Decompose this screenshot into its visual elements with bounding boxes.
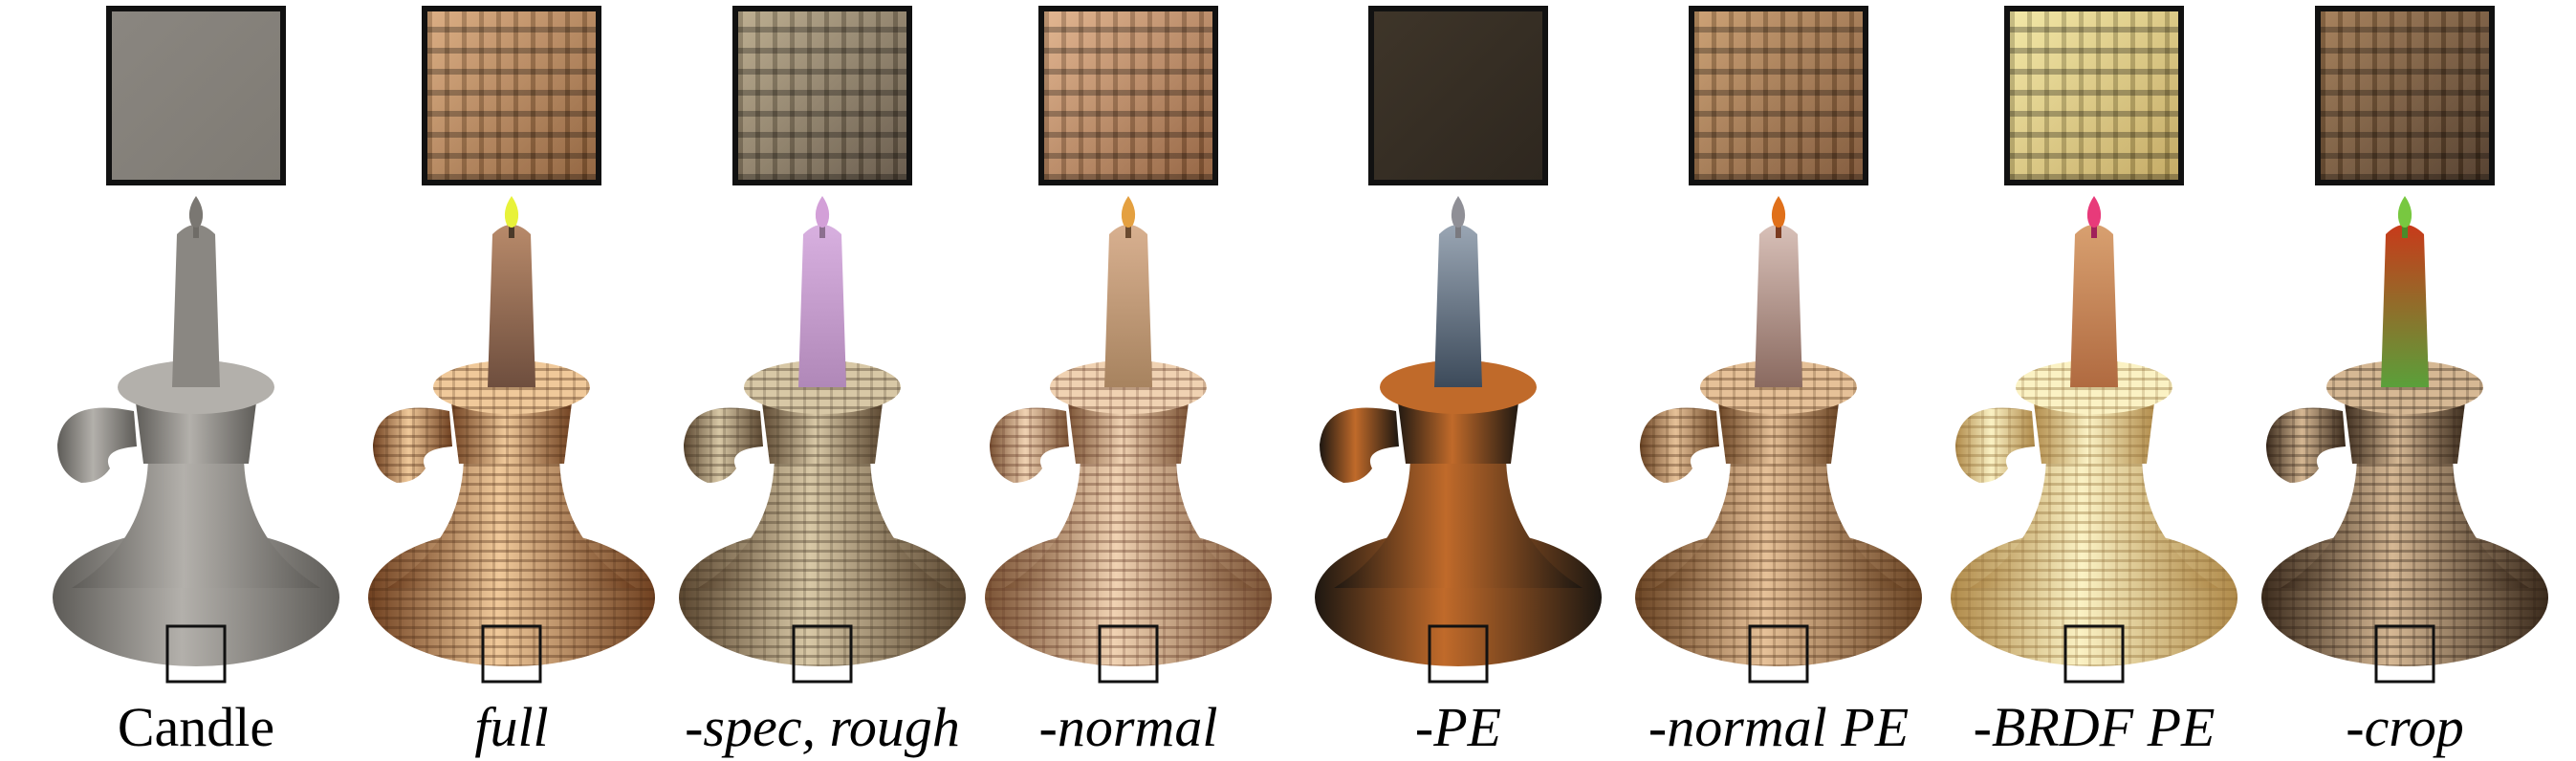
crop-region-box: [1748, 624, 1809, 684]
panel-caption: -crop: [2346, 696, 2464, 758]
crop-region-box: [1098, 624, 1159, 684]
candle-render-pe: [1315, 196, 1602, 684]
candle-render-candle: [53, 196, 339, 684]
panel-caption: -normal: [1038, 696, 1218, 758]
candle-render-full: [368, 196, 655, 684]
candle-render-brdf-pe: [1951, 196, 2238, 684]
panel-caption: -BRDF PE: [1973, 696, 2216, 758]
panel-caption: full: [474, 696, 549, 758]
panel-caption: -PE: [1414, 696, 1502, 758]
texture-crop-spec-rough: [732, 6, 912, 185]
candle-render-normal-pe: [1635, 196, 1922, 684]
texture-crop-full: [422, 6, 601, 185]
texture-crop-normal-pe: [1689, 6, 1868, 185]
texture-crop-brdf-pe: [2004, 6, 2184, 185]
crop-region-box: [2374, 624, 2435, 684]
panel-pe: -PE: [1298, 0, 1619, 761]
texture-crop-normal: [1038, 6, 1218, 185]
crop-region-box: [2063, 624, 2125, 684]
texture-crop-candle: [106, 6, 286, 185]
panel-spec-rough: -spec, rough: [662, 0, 983, 761]
crop-region-box: [1428, 624, 1489, 684]
panel-candle: Candle: [35, 0, 357, 761]
candle-render-normal: [985, 196, 1272, 684]
panel-normal-pe: -normal PE: [1618, 0, 1939, 761]
candle-render-crop: [2261, 196, 2548, 684]
texture-crop-pe: [1368, 6, 1548, 185]
panel-crop: -crop: [2244, 0, 2565, 761]
crop-region-box: [165, 624, 227, 684]
panel-normal: -normal: [968, 0, 1289, 761]
candle-render-spec-rough: [679, 196, 966, 684]
texture-crop-crop: [2315, 6, 2495, 185]
panel-brdf-pe: -BRDF PE: [1933, 0, 2255, 761]
panel-caption: Candle: [117, 696, 275, 758]
panel-caption: -spec, rough: [685, 696, 960, 758]
panel-caption: -normal PE: [1648, 696, 1910, 758]
crop-region-box: [792, 624, 853, 684]
panel-full: full: [351, 0, 672, 761]
crop-region-box: [481, 624, 542, 684]
